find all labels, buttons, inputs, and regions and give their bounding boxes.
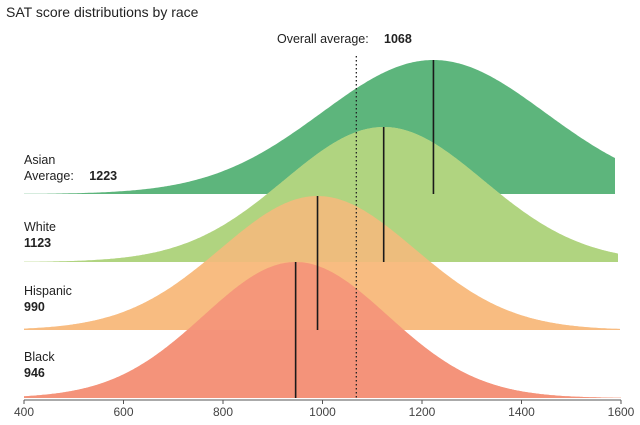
distribution-area-asian bbox=[24, 60, 615, 194]
series-average: 946 bbox=[24, 366, 45, 380]
chart-title: SAT score distributions by race bbox=[6, 4, 199, 20]
x-tick-label: 1200 bbox=[409, 405, 436, 419]
distribution-overlap-white bbox=[24, 127, 618, 262]
series-name: Black bbox=[24, 350, 55, 364]
series-label-hispanic: Hispanic 990 bbox=[24, 283, 72, 315]
x-tick-label: 1400 bbox=[508, 405, 535, 419]
x-tick-label: 1600 bbox=[608, 405, 635, 419]
series-label-white: White 1123 bbox=[24, 219, 56, 251]
series-name: Asian bbox=[24, 153, 56, 167]
series-label-black: Black 946 bbox=[24, 349, 55, 381]
average-row: Average: 1223 bbox=[24, 168, 117, 184]
series-name: Hispanic bbox=[24, 284, 72, 298]
average-prefix: Average: bbox=[24, 169, 74, 183]
series-label-asian: Asian Average: 1223 bbox=[24, 152, 117, 184]
distribution-overlap-black bbox=[24, 262, 621, 398]
x-tick-label: 1000 bbox=[309, 405, 336, 419]
series-average: 990 bbox=[24, 300, 45, 314]
overall-average-value: 1068 bbox=[384, 32, 412, 46]
overall-average-label: Overall average: bbox=[277, 32, 369, 46]
x-tick-label: 400 bbox=[14, 405, 34, 419]
series-name: White bbox=[24, 220, 56, 234]
x-tick-label: 600 bbox=[113, 405, 133, 419]
series-average: 1123 bbox=[24, 236, 52, 250]
x-tick-label: 800 bbox=[213, 405, 233, 419]
series-average: 1223 bbox=[89, 169, 118, 183]
distribution-overlap-hispanic bbox=[24, 196, 620, 330]
